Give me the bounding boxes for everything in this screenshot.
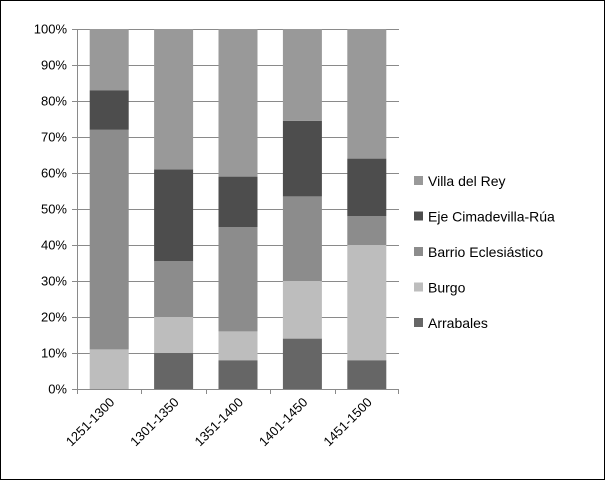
x-tick-label: 1351-1400 — [192, 395, 247, 450]
bar-segment — [282, 29, 322, 121]
legend-label: Eje Cimadevilla-Rúa — [428, 209, 555, 225]
bar-segment — [89, 90, 129, 130]
x-tick-labels: 1251-1300 1301-1350 1351-1400 1401-1450 1451… — [63, 395, 375, 450]
x-tick-label: 1301-1350 — [127, 395, 182, 450]
bar-segment — [218, 29, 258, 177]
legend-label: Villa del Rey — [428, 173, 506, 189]
legend-swatch — [414, 247, 423, 256]
bar-segment — [218, 360, 258, 389]
legend: Villa del Rey Eje Cimadevilla-Rúa Barrio E… — [414, 173, 555, 331]
legend-label: Burgo — [428, 280, 466, 296]
bar-segment — [282, 281, 322, 339]
bar-segment — [347, 216, 387, 245]
legend-swatch — [414, 318, 423, 327]
bar-segment — [89, 349, 129, 389]
x-tick-label: 1451-1500 — [320, 395, 375, 450]
legend-label: Arrabales — [428, 315, 488, 331]
legend-swatch — [414, 282, 423, 292]
y-tick-labels: 0% 10% 20% 30% 40% 50% 60% 70% 80% 90% 100% — [34, 22, 68, 397]
y-tick-label: 20% — [41, 310, 67, 325]
bar-segment — [154, 353, 194, 389]
y-tick-label: 90% — [41, 58, 67, 73]
bar-segment — [89, 129, 129, 350]
legend-swatch — [414, 211, 423, 221]
bar-segment — [154, 317, 194, 353]
x-tick-label: 1251-1300 — [63, 395, 118, 450]
bar-segment — [154, 29, 194, 170]
y-tick-label: 60% — [41, 166, 67, 181]
legend-swatch — [414, 176, 423, 185]
bar-segment — [282, 196, 322, 281]
legend-label: Barrio Eclesiástico — [428, 244, 543, 260]
y-tick-label: 70% — [41, 130, 67, 145]
bar-segment — [154, 169, 194, 262]
axis-layer — [72, 29, 399, 394]
y-tick-label: 40% — [41, 238, 67, 253]
bar-segment — [347, 360, 387, 389]
bar-segment — [89, 29, 129, 91]
y-tick-label: 80% — [41, 94, 67, 109]
x-tick-label: 1401-1450 — [256, 395, 311, 450]
bar-segment — [154, 261, 194, 317]
y-tick-label: 100% — [34, 22, 68, 37]
bar-segment — [218, 227, 258, 332]
bar-segment — [218, 176, 258, 227]
bar-segment — [282, 120, 322, 197]
bars-layer — [89, 29, 387, 389]
bar-segment — [218, 331, 258, 361]
y-tick-label: 0% — [48, 382, 67, 397]
y-tick-label: 10% — [41, 346, 67, 361]
bar-segment — [347, 29, 387, 159]
bar-segment — [347, 158, 387, 217]
y-tick-label: 30% — [41, 274, 67, 289]
bar-segment — [282, 338, 322, 389]
y-tick-label: 50% — [41, 202, 67, 217]
bar-segment — [347, 245, 387, 361]
